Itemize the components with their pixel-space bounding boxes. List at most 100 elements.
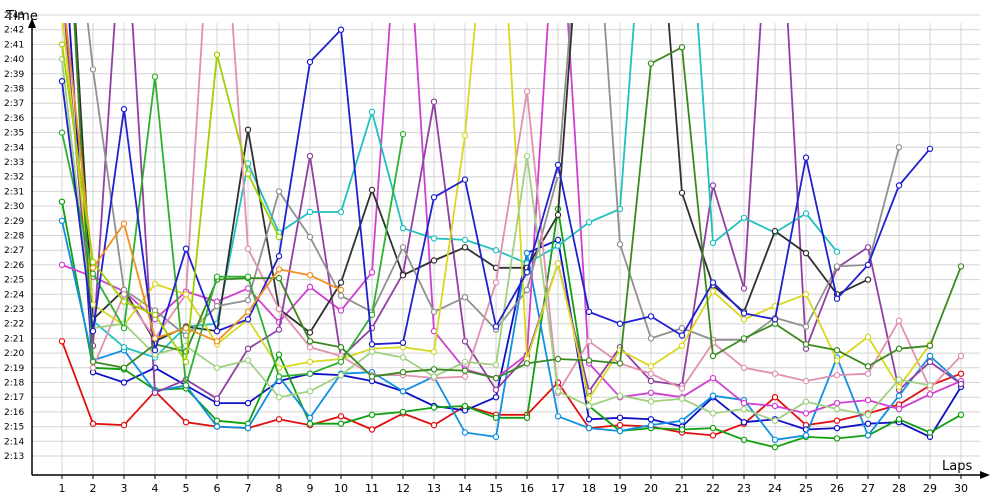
data-point <box>523 414 531 421</box>
data-point <box>492 394 500 401</box>
data-point <box>430 257 438 264</box>
x-tick-label: 16 <box>520 482 534 495</box>
data-point <box>709 288 717 295</box>
series-17 <box>58 41 283 366</box>
data-point <box>182 245 190 252</box>
data-point <box>399 339 407 346</box>
data-point <box>647 370 655 377</box>
data-point <box>771 402 779 410</box>
y-tick-label: 2:19 <box>4 364 24 374</box>
data-point <box>833 424 841 432</box>
data-point <box>740 316 748 323</box>
data-point <box>89 420 97 427</box>
data-point <box>492 374 500 382</box>
x-tick-label: 28 <box>892 482 906 495</box>
data-point <box>802 341 810 348</box>
data-point <box>802 398 810 405</box>
data-point <box>430 235 438 242</box>
series-line <box>61 220 962 441</box>
data-point <box>89 327 97 335</box>
data-point <box>523 152 531 160</box>
data-point <box>864 396 872 404</box>
data-point <box>461 367 469 374</box>
data-point <box>368 186 376 194</box>
data-point <box>306 233 314 241</box>
data-point <box>120 364 128 371</box>
data-point <box>864 370 872 377</box>
data-point <box>895 383 903 391</box>
data-point <box>275 274 283 282</box>
data-point <box>430 98 438 105</box>
data-point <box>833 248 841 255</box>
data-point <box>120 344 128 351</box>
data-point <box>430 421 438 429</box>
x-axis-title: Laps <box>942 459 972 474</box>
data-point <box>740 335 748 342</box>
y-tick-label: 2:31 <box>4 187 24 197</box>
data-point <box>616 392 624 399</box>
x-tick-label: 30 <box>954 482 968 495</box>
x-tick-label: 24 <box>768 482 782 495</box>
data-point <box>244 297 252 304</box>
series-2 <box>68 23 965 441</box>
data-point <box>368 348 376 355</box>
data-point <box>89 258 97 266</box>
data-point <box>89 264 97 271</box>
data-point <box>678 395 686 402</box>
data-point <box>740 399 748 407</box>
data-point <box>802 410 810 417</box>
data-point <box>399 388 407 395</box>
data-point <box>89 364 97 371</box>
data-point <box>678 324 686 332</box>
data-point <box>585 416 593 423</box>
y-tick-label: 2:22 <box>4 320 24 330</box>
data-point <box>926 352 934 360</box>
data-point <box>740 419 748 426</box>
data-point <box>368 341 376 348</box>
data-point <box>492 361 500 369</box>
y-tick-label: 2:33 <box>4 158 24 168</box>
data-point <box>709 392 717 399</box>
data-point <box>399 354 407 361</box>
data-point <box>678 385 686 392</box>
data-point <box>151 73 159 80</box>
x-tick-label: 9 <box>307 482 314 495</box>
y-tick-label: 2:43 <box>4 11 24 21</box>
data-point <box>616 360 624 367</box>
series-line <box>68 23 962 438</box>
data-point <box>709 410 717 417</box>
data-point <box>306 208 314 216</box>
x-tick-label: 19 <box>613 482 627 495</box>
data-point <box>306 338 314 345</box>
data-point <box>430 404 438 411</box>
data-point <box>554 413 562 420</box>
data-point <box>151 280 159 288</box>
data-point <box>213 417 221 424</box>
y-tick-label: 2:35 <box>4 129 24 139</box>
data-point <box>864 432 872 439</box>
series-line <box>61 23 931 400</box>
data-point <box>585 308 593 316</box>
data-point <box>771 444 779 451</box>
x-tick-label: 15 <box>489 482 503 495</box>
data-point <box>244 308 252 316</box>
data-point <box>275 252 283 260</box>
data-point <box>492 323 500 330</box>
data-point <box>709 239 717 247</box>
data-point <box>337 279 345 286</box>
y-axis-arrow <box>28 18 36 28</box>
series-line <box>61 201 962 449</box>
data-point <box>337 413 345 420</box>
data-point <box>833 417 841 424</box>
data-point <box>833 435 841 442</box>
data-point <box>461 244 469 251</box>
data-point <box>213 51 221 58</box>
data-point <box>337 420 345 427</box>
data-point <box>244 357 252 364</box>
data-point <box>709 352 717 360</box>
data-point <box>399 130 407 138</box>
x-tick-labels: 1 2 3 4 5 6 7 8 9 10 11 12 13 14 15 16 17 18 19 20 21 22 23 24 2… <box>59 482 969 495</box>
data-point <box>430 194 438 201</box>
data-point <box>182 419 190 426</box>
y-tick-label: 2:21 <box>4 334 24 344</box>
